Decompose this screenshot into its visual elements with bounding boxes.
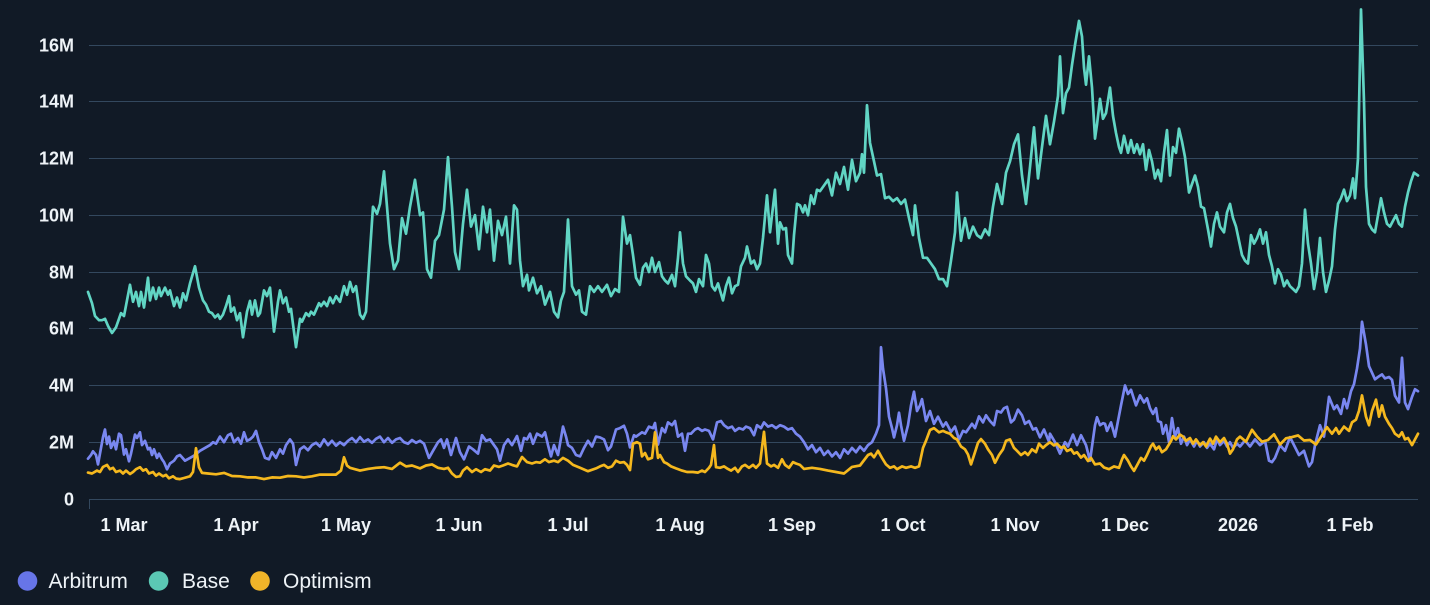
svg-text:0: 0 — [64, 490, 74, 510]
svg-text:1 Sep: 1 Sep — [768, 515, 816, 535]
svg-text:1 Oct: 1 Oct — [880, 515, 925, 535]
svg-text:12M: 12M — [39, 149, 74, 169]
svg-text:8M: 8M — [49, 263, 74, 283]
svg-text:Arbitrum: Arbitrum — [49, 570, 128, 593]
svg-text:1 Aug: 1 Aug — [655, 515, 704, 535]
svg-text:2026: 2026 — [1218, 515, 1258, 535]
svg-text:1 Feb: 1 Feb — [1326, 515, 1373, 535]
svg-text:10M: 10M — [39, 206, 74, 226]
svg-text:2M: 2M — [49, 433, 74, 453]
svg-text:1 Jul: 1 Jul — [547, 515, 588, 535]
svg-text:14M: 14M — [39, 92, 74, 112]
svg-text:1 Dec: 1 Dec — [1101, 515, 1149, 535]
svg-text:1 Jun: 1 Jun — [435, 515, 482, 535]
svg-text:16M: 16M — [39, 36, 74, 56]
svg-text:Base: Base — [182, 570, 230, 593]
svg-text:1 Nov: 1 Nov — [990, 515, 1039, 535]
svg-text:6M: 6M — [49, 319, 74, 339]
svg-text:1 May: 1 May — [321, 515, 371, 535]
svg-text:1 Apr: 1 Apr — [213, 515, 258, 535]
svg-text:Optimism: Optimism — [283, 570, 372, 593]
svg-text:4M: 4M — [49, 376, 74, 396]
svg-text:1 Mar: 1 Mar — [100, 515, 147, 535]
